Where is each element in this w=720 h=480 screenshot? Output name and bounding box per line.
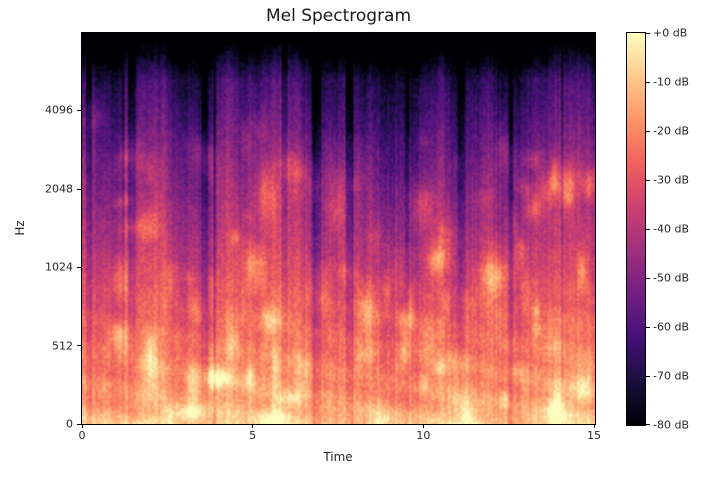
y-tick-mark <box>77 423 81 425</box>
y-tick-label: 4096 <box>45 103 73 117</box>
x-tick-label: 5 <box>249 429 257 442</box>
y-tick-mark <box>77 345 81 347</box>
colorbar-tick-mark <box>646 277 650 279</box>
y-tick-mark <box>77 109 81 111</box>
x-tick-label: 0 <box>78 429 86 442</box>
x-tick-mark <box>252 424 254 428</box>
colorbar-tick-mark <box>646 32 650 34</box>
colorbar <box>626 32 646 426</box>
colorbar-tick-mark <box>646 423 650 425</box>
x-tick-mark <box>422 424 424 428</box>
x-tick-label: 15 <box>587 429 601 442</box>
colorbar-tick-mark <box>646 375 650 377</box>
y-tick-mark <box>77 266 81 268</box>
colorbar-tick-mark <box>646 130 650 132</box>
y-tick-mark <box>77 188 81 190</box>
x-axis-label: Time <box>323 450 353 464</box>
colorbar-tick-label: -40 dB <box>653 222 689 236</box>
x-tick-mark <box>81 424 83 428</box>
y-tick-label: 2048 <box>45 182 73 196</box>
colorbar-tick-mark <box>646 228 650 230</box>
y-tick-label: 0 <box>66 417 73 431</box>
plot-area <box>81 32 596 425</box>
y-axis-label: Hz <box>13 220 27 236</box>
colorbar-tick-mark <box>646 326 650 328</box>
y-tick-label: 512 <box>52 339 73 353</box>
colorbar-tick-label: -50 dB <box>653 271 689 285</box>
colorbar-tick-mark <box>646 179 650 181</box>
colorbar-tick-label: -20 dB <box>653 124 689 138</box>
colorbar-tick-label: -10 dB <box>653 75 689 89</box>
y-tick-label: 1024 <box>45 260 73 274</box>
colorbar-tick-label: -80 dB <box>653 418 689 432</box>
spectrogram-heatmap <box>82 33 595 424</box>
x-tick-label: 10 <box>416 429 431 442</box>
colorbar-tick-label: -70 dB <box>653 369 689 383</box>
chart-title: Mel Spectrogram <box>265 6 412 26</box>
colorbar-tick-mark <box>646 81 650 83</box>
colorbar-tick-label: -30 dB <box>653 173 689 187</box>
colorbar-tick-label: -60 dB <box>653 320 689 334</box>
x-tick-mark <box>593 424 595 428</box>
colorbar-gradient <box>627 33 645 425</box>
colorbar-tick-label: +0 dB <box>653 26 688 40</box>
